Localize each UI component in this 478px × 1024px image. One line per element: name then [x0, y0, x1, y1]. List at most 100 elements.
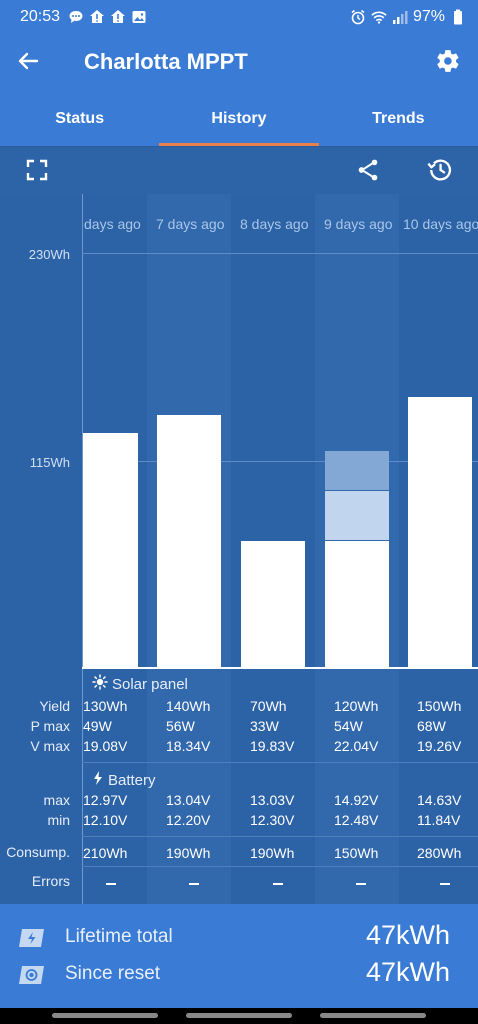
- row-label-vmax: V max: [30, 738, 70, 754]
- tab-status[interactable]: Status: [55, 110, 105, 127]
- cell-battery-max: 14.92V: [334, 792, 379, 808]
- history-button[interactable]: [425, 157, 455, 187]
- cell-pmax: 56W: [166, 718, 195, 734]
- cell-consumption: 190Wh: [166, 845, 211, 861]
- row-label-battery-max: max: [43, 792, 70, 808]
- battery-percent: 97%: [412, 8, 445, 25]
- cell-battery-max: 13.03V: [250, 792, 295, 808]
- lightning-badge-icon: [18, 926, 46, 950]
- cell-battery-min: 11.84V: [417, 812, 461, 828]
- gallery-icon: [131, 9, 147, 25]
- battery-icon: [450, 9, 466, 25]
- section-divider: [82, 866, 478, 867]
- solar-panel-header: Solar panel: [92, 674, 188, 694]
- battery-title: Battery: [108, 771, 156, 789]
- x-tick-label: 10 days ago: [403, 216, 478, 232]
- battery-header: Battery: [92, 770, 156, 790]
- cell-battery-min: 12.10V: [83, 812, 128, 828]
- system-nav-bar: [0, 1008, 478, 1024]
- cell-battery-max: 13.04V: [166, 792, 211, 808]
- bar-segment[interactable]: [408, 397, 472, 667]
- lightning-icon: [92, 770, 104, 790]
- nav-home-button[interactable]: [186, 1013, 292, 1018]
- page-title: Charlotta MPPT: [84, 49, 248, 74]
- bar-segment[interactable]: [325, 451, 389, 490]
- gridline: [82, 461, 478, 462]
- cell-battery-min: 12.20V: [166, 812, 211, 828]
- cell-consumption: 150Wh: [334, 845, 379, 861]
- tab-bar: Status History Trends: [0, 92, 478, 146]
- history-icon: [426, 156, 454, 189]
- signal-icon: [392, 9, 408, 25]
- fullscreen-button[interactable]: [22, 157, 52, 187]
- since-reset-value: 47kWh: [365, 957, 450, 987]
- totals-footer: Lifetime total 47kWh Since reset 47kWh: [0, 904, 478, 1008]
- back-button[interactable]: [12, 47, 44, 79]
- error-dash: [273, 883, 283, 885]
- cell-vmax: 19.26V: [417, 738, 462, 754]
- tab-trends[interactable]: Trends: [372, 110, 425, 127]
- row-label-yield: Yield: [39, 698, 70, 714]
- alarm-icon: [350, 9, 366, 25]
- cell-yield: 70Wh: [250, 698, 287, 714]
- cell-consumption: 280Wh: [417, 845, 462, 861]
- lifetime-total-value: 47kWh: [365, 920, 450, 950]
- history-toolbar: [0, 146, 478, 194]
- section-divider: [82, 836, 478, 837]
- cell-battery-min: 12.48V: [334, 812, 379, 828]
- home-alert-icon: [110, 9, 126, 25]
- settings-button[interactable]: [432, 47, 464, 79]
- arrow-left-icon: [17, 50, 39, 77]
- cell-pmax: 49W: [83, 718, 112, 734]
- cell-vmax: 18.34V: [166, 738, 211, 754]
- x-tick-label: 9 days ago: [324, 216, 393, 232]
- row-label-errors: Errors: [31, 873, 70, 889]
- bar-segment[interactable]: [325, 490, 389, 540]
- app-bar: Charlotta MPPT: [0, 34, 478, 92]
- cell-vmax: 22.04V: [334, 738, 379, 754]
- fullscreen-icon: [25, 158, 49, 187]
- sun-icon: [92, 674, 108, 694]
- tab-history[interactable]: History: [159, 92, 319, 146]
- x-tick-label: days ago: [84, 216, 141, 232]
- lifetime-total-row: Lifetime total 47kWh: [0, 920, 478, 956]
- cell-battery-min: 12.30V: [250, 812, 295, 828]
- bar-segment[interactable]: [83, 433, 138, 667]
- reset-badge-icon: [18, 963, 46, 987]
- error-dash: [440, 883, 450, 885]
- row-label-pmax: P max: [30, 718, 70, 734]
- y-tick-label: 115Wh: [29, 455, 70, 470]
- chart-baseline: [82, 667, 478, 669]
- cell-battery-max: 12.97V: [83, 792, 128, 808]
- nav-recents-button[interactable]: [52, 1013, 158, 1018]
- row-label-battery-min: min: [47, 812, 70, 828]
- y-axis-line: [82, 194, 83, 904]
- since-reset-row: Since reset 47kWh: [0, 957, 478, 993]
- bar-segment[interactable]: [325, 541, 389, 667]
- y-tick-label: 230Wh: [28, 247, 70, 262]
- lifetime-total-label: Lifetime total: [65, 926, 173, 947]
- cell-battery-max: 14.63V: [417, 792, 462, 808]
- cell-consumption: 190Wh: [250, 845, 295, 861]
- cell-yield: 140Wh: [166, 698, 211, 714]
- history-chart[interactable]: 230Wh 115Wh days ago 7 days ago 8 days a…: [0, 194, 478, 904]
- solar-panel-title: Solar panel: [112, 675, 188, 693]
- share-icon: [355, 157, 381, 188]
- cell-yield: 130Wh: [83, 698, 128, 714]
- cell-pmax: 68W: [417, 718, 446, 734]
- cell-yield: 120Wh: [334, 698, 379, 714]
- share-button[interactable]: [353, 157, 383, 187]
- cell-vmax: 19.83V: [250, 738, 295, 754]
- bar-segment[interactable]: [157, 415, 221, 667]
- error-dash: [106, 883, 116, 885]
- section-divider: [82, 762, 478, 763]
- bar-segment[interactable]: [241, 541, 305, 667]
- error-dash: [189, 883, 199, 885]
- cell-consumption: 210Wh: [83, 845, 128, 861]
- status-bar: 20:53 97%: [0, 0, 478, 34]
- cell-yield: 150Wh: [417, 698, 462, 714]
- gear-icon: [435, 48, 461, 79]
- gridline: [82, 253, 478, 254]
- x-tick-label: 8 days ago: [240, 216, 309, 232]
- nav-back-button[interactable]: [320, 1013, 426, 1018]
